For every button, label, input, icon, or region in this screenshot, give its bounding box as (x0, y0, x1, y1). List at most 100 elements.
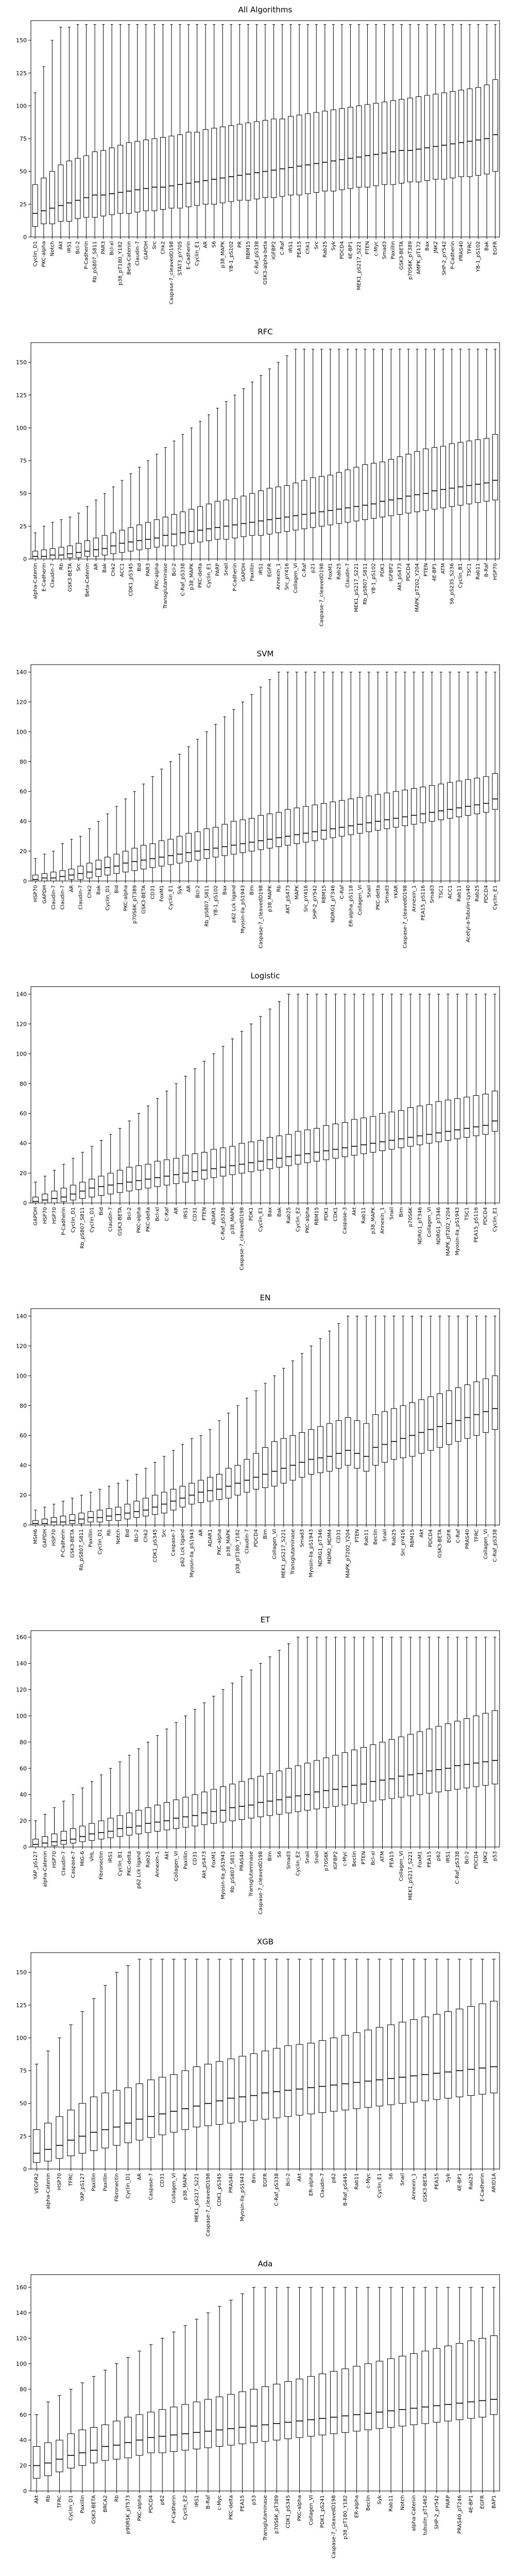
y-tick-label: 140 (16, 669, 27, 675)
box (301, 480, 307, 529)
box (95, 859, 101, 877)
box-plot-item (410, 2287, 418, 2492)
box (239, 819, 246, 853)
box (204, 2399, 212, 2448)
x-tick-label: FoxM1 (328, 563, 333, 580)
x-tick-label: Bim (263, 1529, 268, 1539)
box (393, 791, 399, 828)
x-tick-label: Cyclin_E1 (206, 563, 212, 588)
box (89, 1823, 95, 1841)
x-tick-label: FoxM1 (417, 1851, 423, 1868)
box-plot-item (69, 1498, 76, 1526)
x-tick-label: PRAS40 (459, 241, 465, 261)
x-tick-label: ER-alpha_pS118 (348, 885, 354, 927)
box-plot-item (357, 671, 363, 882)
x-tick-label: IGFBP2 (333, 1851, 339, 1870)
x-tick-label: VEGFR2 (34, 2173, 40, 2194)
box-plot-item (244, 1398, 250, 1526)
x-tick-label: Snail (305, 1851, 311, 1863)
box (384, 792, 390, 829)
x-tick-label: AR (203, 241, 209, 248)
box-plot-item (160, 24, 166, 238)
box-plot-item (179, 1444, 186, 1526)
box-plot-item (492, 1315, 498, 1526)
x-tick-label: Claudin-7 (50, 563, 56, 588)
y-tick-label: 140 (16, 2310, 27, 2316)
box (398, 1110, 404, 1148)
box (197, 506, 203, 543)
box-plot-item (180, 434, 186, 560)
x-tick-label: E-Cadherin (480, 2173, 486, 2201)
x-tick-label: Myosin-Ila_pS1943 (189, 1529, 195, 1578)
box (365, 104, 371, 188)
x-tick-label: Rab25 (322, 241, 328, 258)
x-tick-label: ACC1 (448, 885, 453, 899)
box-plot-item (216, 2306, 224, 2492)
x-tick-label: Akt_pS473 (202, 1851, 208, 1878)
y-tick-label: 40 (20, 2437, 27, 2444)
box (273, 2048, 281, 2119)
box (490, 2335, 498, 2415)
y-tick-label: 20 (20, 848, 27, 855)
x-tick-label: Rab25 (474, 885, 480, 902)
box-plot-item (143, 1468, 149, 1526)
box-plot-item (433, 2287, 441, 2492)
x-tick-label: PKC-alpha (154, 563, 160, 589)
box (185, 833, 192, 862)
x-tick-label: Rab11 (475, 563, 481, 580)
box-plot-item (219, 24, 226, 238)
x-tick-label: Bak (484, 241, 490, 251)
box (107, 1173, 114, 1195)
box (167, 839, 174, 865)
x-tick-label: TSC1 (467, 563, 472, 577)
box (92, 151, 98, 218)
box (115, 1506, 122, 1521)
x-tick-label: Claudin-7 (61, 1851, 67, 1876)
box (32, 1196, 39, 1204)
box-plot-item (373, 24, 379, 238)
x-tick-label: YAP_pS127 (33, 1851, 39, 1880)
box (248, 1141, 254, 1172)
box (429, 785, 435, 822)
box (473, 1381, 480, 1436)
box (78, 1513, 84, 1524)
box-plot-item (41, 1506, 48, 1526)
x-tick-label: PTEN (361, 1851, 367, 1865)
x-tick-label: E-Cadherin (41, 563, 47, 591)
box (357, 797, 363, 834)
x-tick-label: Collagen_VI (174, 1851, 179, 1881)
x-tick-label: Bcl-2 (127, 1207, 132, 1220)
x-tick-label: PEA15 (434, 2173, 440, 2190)
box-plot-item (467, 1959, 475, 2170)
x-tick-label: Rb_pS807_S811 (80, 1207, 85, 1249)
box-plot-item (421, 1959, 429, 2170)
plot-frame (30, 986, 500, 1204)
box-plot-item (147, 1959, 155, 2170)
x-tick-label: Bcl-xl (155, 1207, 161, 1221)
box-plot-item (427, 1315, 434, 1526)
x-tick-label: Claudin-7 (244, 1529, 250, 1554)
box-plot-item (285, 671, 291, 882)
box-plot-item (444, 1637, 451, 1848)
x-tick-label: PDK1 (380, 563, 386, 577)
box (482, 1713, 489, 1786)
x-tick-label: Bid (114, 885, 119, 893)
box (410, 2353, 418, 2426)
x-tick-label: Cyclin_E2 (296, 1207, 301, 1232)
x-tick-label: TFRC (474, 1529, 479, 1543)
box (253, 121, 260, 199)
x-tick-label: CDK1_pS345 (152, 1529, 158, 1562)
x-tick-label: EGFR (263, 2173, 268, 2187)
box-plot-item (271, 1375, 278, 1526)
box-plot-item (304, 1637, 311, 1848)
box (267, 814, 273, 849)
box (32, 1839, 39, 1848)
x-tick-label: Chk2 (143, 1529, 149, 1542)
box-plot-item (234, 1405, 241, 1526)
box (198, 1480, 204, 1503)
x-tick-label: Bim (251, 2173, 257, 2183)
box-plot-item (194, 24, 200, 238)
box-plot-item (464, 1315, 471, 1526)
plot-frame (30, 342, 500, 560)
box (145, 1807, 151, 1833)
